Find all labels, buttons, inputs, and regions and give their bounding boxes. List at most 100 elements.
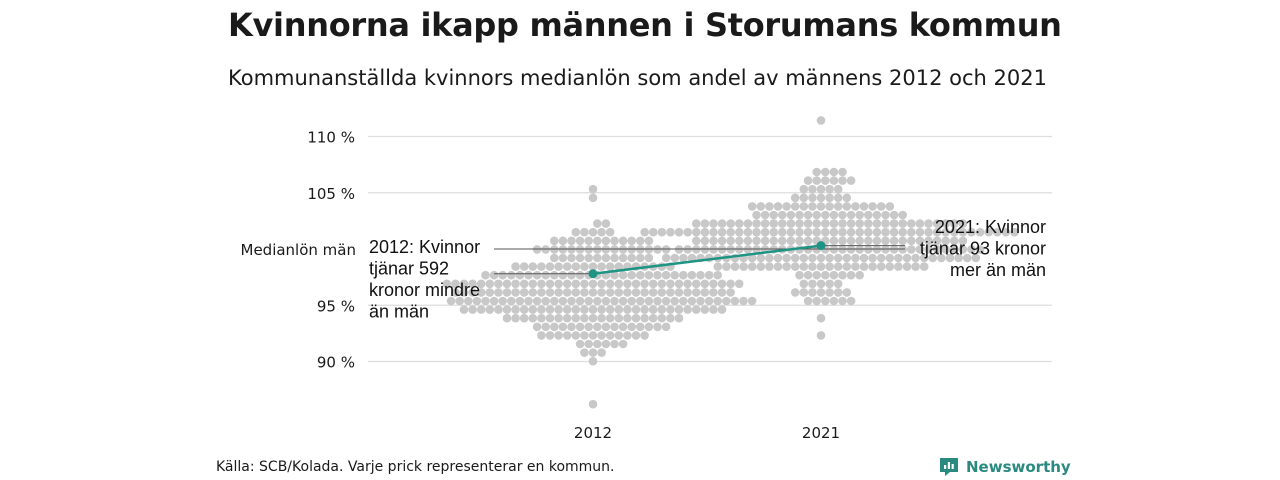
swarm-dot [842,202,852,211]
swarm-dot [851,262,860,271]
source-note: Källa: SCB/Kolada. Varje prick represent… [216,459,615,475]
x-tick-label: 2012 [574,424,612,442]
swarm-dot [816,331,826,340]
highlight-point-2012 [588,269,598,279]
swarm-dot [790,262,800,271]
swarm-dot [859,202,869,211]
swarm-dot [773,262,783,271]
swarm-dot [709,288,718,297]
swarm-dot [859,262,869,271]
swarm-dot [597,288,606,297]
swarm-dot [623,331,632,340]
swarm-dot [580,227,589,237]
swarm-dot [821,176,830,185]
swarm-dot [485,288,495,297]
swarm-dot [735,219,744,228]
swarm-dot [821,167,830,177]
swarm-dot [726,279,735,289]
swarm-dot [562,288,572,297]
swarm-dot [821,210,830,220]
swarm-dot [558,322,568,332]
swarm-dot [756,262,766,271]
swarm-dot [601,253,611,263]
swarm-dot [833,193,843,203]
swarm-dot [816,262,826,271]
swarm-dot [519,313,529,323]
swarm-dot [924,219,933,228]
swarm-dot [864,227,873,237]
swarm-dot [683,279,692,289]
swarm-dot [722,262,731,271]
swarm-dot [468,305,477,314]
swarm-dot [580,331,589,340]
swarm-dot [567,236,576,246]
swarm-dot [790,202,800,211]
swarm-dot [601,236,611,246]
swarm-dot [545,305,555,314]
swarm-dot [631,279,641,289]
swarm-dot [889,219,899,228]
swarm-dot [476,305,486,314]
swarm-dot [644,236,654,246]
swarm-dot [769,227,778,237]
swarm-dot [958,236,968,246]
swarm-dot [640,305,649,314]
annotation-2012-line: tjänar 592 [369,259,449,279]
swarm-dot [812,210,821,220]
swarm-dot [803,176,813,185]
swarm-dot [907,236,916,246]
swarm-dot [967,245,976,254]
swarm-dot [812,219,821,228]
swarm-dot [795,270,804,280]
swarm-dot [846,236,856,246]
swarm-dot [799,202,809,211]
swarm-dot [778,210,787,220]
swarm-dot [872,227,882,237]
swarm-dot [717,279,727,289]
swarm-dot [554,331,563,340]
swarm-dot [580,313,589,323]
swarm-dot [640,331,649,340]
swarm-dot [614,313,624,323]
swarm-dot [881,236,890,246]
swarm-dot [808,184,817,194]
swarm-dot [550,236,559,246]
swarm-dot [562,279,572,289]
swarm-dot [528,262,538,271]
newsworthy-logo[interactable]: Newsworthy [938,456,1071,478]
x-tick-label: 2021 [802,424,840,442]
swarm-dot [532,322,542,332]
swarm-dot [833,262,843,271]
swarm-dot [799,193,809,203]
swarm-dot [567,253,576,263]
swarm-dot [674,288,684,297]
swarm-dot [825,262,834,271]
swarm-dot [833,202,843,211]
swarm-dot [588,184,598,194]
swarm-dot [907,227,916,237]
swarm-dot [855,236,864,246]
swarm-dot [915,219,925,228]
swarm-dot [580,262,589,271]
swarm-dot [640,288,649,297]
swarm-dot [605,305,615,314]
swarm-dot [631,331,641,340]
y-tick-label: 110 % [307,129,355,147]
swarm-dot [790,193,800,203]
swarm-dot [537,288,546,297]
logo-text: Newsworthy [966,458,1071,476]
swarm-dot [838,270,847,280]
swarm-dot [894,262,903,271]
swarm-dot [558,236,568,246]
swarm-dot [773,253,783,263]
swarm-dot [507,270,516,280]
swarm-dot [627,296,636,306]
swarm-dot [760,219,770,228]
swarm-dot [842,288,852,297]
swarm-dot [958,227,968,237]
swarm-dot [821,296,830,306]
swarm-dot [588,305,598,314]
swarm-dot [937,253,946,263]
swarm-dot [932,227,942,237]
swarm-dot [657,313,667,323]
